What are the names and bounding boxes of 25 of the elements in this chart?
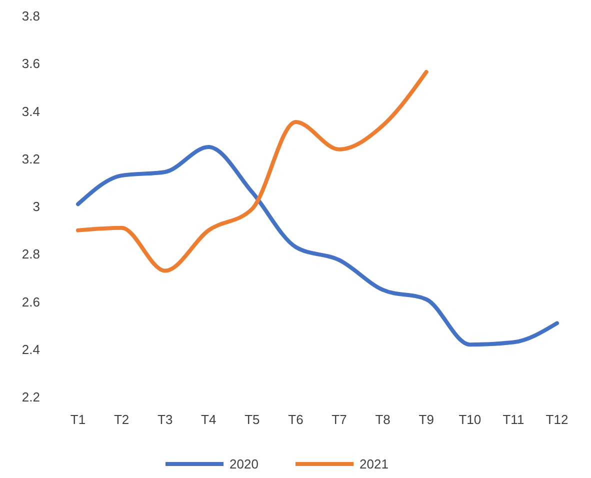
y-tick-label: 3.8 xyxy=(22,8,40,24)
y-tick-label: 3.4 xyxy=(22,104,40,119)
x-tick-label: T5 xyxy=(244,412,260,427)
line-series xyxy=(76,70,428,273)
line-series xyxy=(76,144,559,347)
x-tick-label: T9 xyxy=(418,412,434,427)
legend-label: 2020 xyxy=(230,456,258,472)
x-tick-label: T3 xyxy=(158,412,173,427)
legend-label: 2021 xyxy=(360,456,388,472)
x-tick-label: T7 xyxy=(332,412,347,427)
x-tick-label: T1 xyxy=(70,412,86,427)
x-tick-label: T8 xyxy=(375,412,390,427)
y-tick-label: 2.6 xyxy=(22,294,40,310)
y-tick-label: 3.6 xyxy=(22,56,40,72)
y-tick-label: 2.2 xyxy=(22,390,40,405)
x-tick-label: T12 xyxy=(546,412,568,427)
x-tick-label: T2 xyxy=(114,412,130,427)
x-tick-label: T6 xyxy=(288,412,304,427)
y-tick-label: 3 xyxy=(32,199,40,214)
y-tick-label: 2.8 xyxy=(22,246,40,262)
x-tick-label: T11 xyxy=(502,412,524,427)
y-tick-label: 2.4 xyxy=(22,342,40,357)
x-tick-label: T4 xyxy=(201,412,216,427)
y-tick-label: 3.2 xyxy=(22,151,40,166)
x-tick-label: T10 xyxy=(458,412,482,427)
